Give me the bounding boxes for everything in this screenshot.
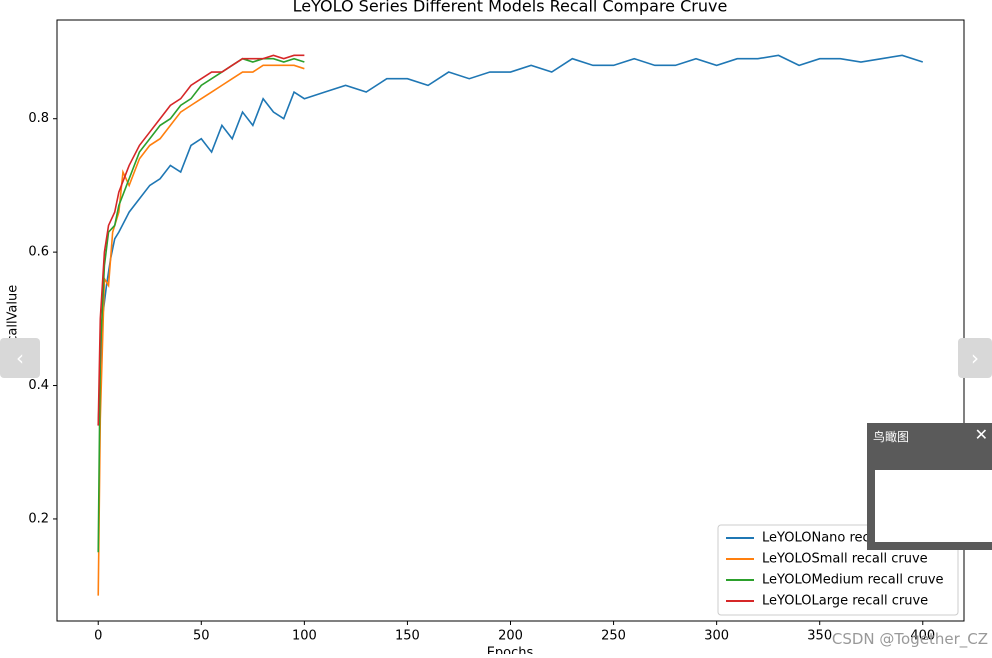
line-series [97,64,305,596]
x-tick-label: 400 [910,629,935,644]
x-tick-label: 250 [601,629,626,644]
legend-label: LeYOLOMedium recall cruve [762,573,944,588]
x-tick-label: 200 [498,629,523,644]
legend-label: LeYOLOLarge recall cruve [762,594,928,609]
chart-title: LeYOLO Series Different Models Recall Co… [293,0,728,16]
overview-thumbnail [875,470,992,542]
y-tick-label: 0.4 [28,378,49,393]
x-axis-label: Epochs [487,646,534,655]
prev-button[interactable]: ‹ [0,338,40,378]
watermark: CSDN @Together_CZ [831,630,988,648]
y-tick-label: 0.8 [28,111,49,126]
x-tick-label: 350 [807,629,832,644]
legend-label: LeYOLOSmall recall cruve [762,552,928,567]
line-series [97,54,305,426]
line-series [97,54,924,426]
x-tick-label: 300 [704,629,729,644]
line-series [97,57,305,553]
y-tick-label: 0.2 [28,511,49,526]
close-button[interactable]: ✕ [974,425,988,444]
overview-title: 鸟瞰图 [873,430,910,444]
x-tick-label: 150 [395,629,420,644]
x-tick-label: 100 [292,629,317,644]
next-button[interactable]: › [958,338,992,378]
x-tick-label: 0 [94,629,102,644]
x-tick-label: 50 [193,629,210,644]
overview-panel: 鸟瞰图 ✕ [867,423,992,550]
y-tick-label: 0.6 [28,245,49,260]
